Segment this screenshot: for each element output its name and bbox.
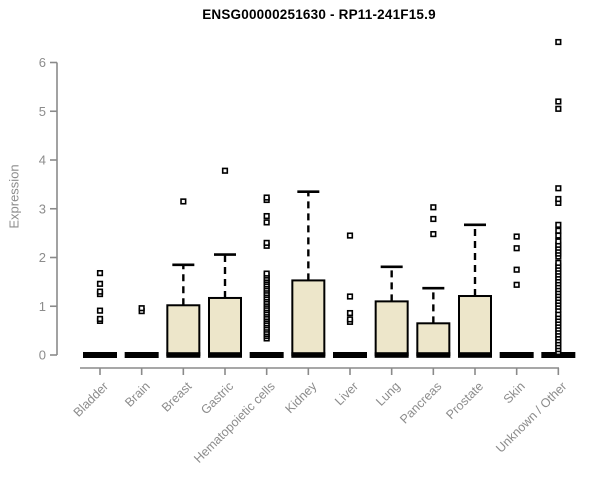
- outlier-point: [555, 238, 562, 245]
- boxplot-bladder: [83, 269, 117, 358]
- x-category-label: Gastric: [198, 379, 236, 417]
- median-bar: [166, 352, 201, 358]
- outlier-point: [555, 195, 562, 203]
- boxplot-lung: [374, 265, 409, 358]
- outlier-point: [96, 280, 104, 287]
- x-category-label: Brain: [122, 379, 153, 410]
- median-bar: [374, 352, 409, 358]
- boxplot-hematopoietic-cells: [249, 194, 284, 358]
- median-bar: [458, 352, 493, 358]
- boxplot-pancreas: [416, 204, 451, 358]
- y-tick-label: 2: [39, 250, 46, 265]
- outlier-point: [180, 198, 187, 205]
- outlier-point: [96, 307, 104, 314]
- x-category-label: Hematopoietic cells: [191, 379, 278, 466]
- outlier-point: [555, 232, 562, 239]
- outlier-point: [513, 266, 520, 273]
- y-axis: 0 1 2 3 4 5 6: [39, 55, 58, 363]
- x-category-label: Prostate: [443, 379, 486, 422]
- median-bar: [83, 352, 117, 358]
- boxplot-unknown-other: [541, 38, 576, 358]
- boxplot-kidney: [291, 190, 326, 358]
- y-tick-label: 6: [39, 55, 46, 70]
- outlier-point: [263, 239, 270, 246]
- box-rect: [458, 295, 493, 357]
- y-tick-label: 1: [39, 299, 46, 314]
- boxplot-gastric: [208, 167, 243, 358]
- median-bar: [499, 352, 534, 358]
- outlier-point: [138, 305, 145, 312]
- y-tick-label: 0: [39, 348, 46, 363]
- outlier-point: [513, 245, 520, 252]
- x-category-label: Bladder: [71, 379, 111, 419]
- boxplot-brain: [124, 305, 159, 358]
- outlier-point: [555, 38, 562, 46]
- outlier-point: [96, 288, 104, 295]
- outlier-point: [263, 194, 270, 201]
- outlier-point: [346, 309, 354, 317]
- box-rect: [166, 304, 201, 356]
- y-tick-label: 5: [39, 104, 46, 119]
- outlier-point: [96, 269, 104, 277]
- box-rect: [291, 279, 326, 357]
- y-tick-label: 3: [39, 201, 46, 216]
- outlier-point: [346, 232, 354, 239]
- x-category-label: Skin: [501, 379, 528, 406]
- outlier-point: [430, 215, 437, 223]
- x-category-label: Liver: [332, 379, 361, 408]
- outlier-point: [555, 227, 562, 234]
- outlier-point: [430, 231, 437, 238]
- outlier-point: [430, 204, 437, 211]
- outlier-point: [555, 105, 562, 112]
- x-category-label: Pancreas: [397, 379, 444, 426]
- median-bar: [124, 352, 159, 358]
- outlier-point: [346, 316, 354, 323]
- chart-title: ENSG00000251630 - RP11-241F15.9: [202, 7, 436, 22]
- median-bar: [291, 352, 326, 358]
- box-rect: [416, 322, 451, 356]
- outlier-point: [555, 259, 562, 266]
- outlier-point: [555, 185, 562, 192]
- boxplot-liver: [333, 232, 368, 358]
- outlier-point: [263, 270, 270, 277]
- x-category-label: Lung: [373, 379, 403, 409]
- outlier-point: [263, 219, 270, 226]
- boxplot-prostate: [458, 223, 493, 358]
- x-category-label: Breast: [159, 379, 195, 415]
- x-category-label: Kidney: [283, 379, 320, 416]
- box-rect: [374, 300, 409, 356]
- outlier-point: [346, 293, 354, 300]
- box-rect: [208, 296, 243, 356]
- outlier-point: [96, 315, 104, 323]
- x-category-label: Unknown / Other: [493, 379, 569, 455]
- outlier-point: [263, 212, 270, 220]
- outlier-point: [513, 281, 520, 288]
- median-bar: [208, 352, 243, 358]
- y-tick-label: 4: [39, 153, 46, 168]
- boxplot-breast: [166, 198, 201, 358]
- outlier-point: [513, 233, 520, 240]
- boxplot-skin: [499, 233, 534, 358]
- outlier-point: [221, 167, 229, 174]
- outlier-point: [555, 98, 562, 105]
- median-bar: [333, 352, 368, 358]
- median-bar: [249, 352, 284, 358]
- outlier-point: [555, 221, 562, 228]
- median-bar: [416, 352, 451, 358]
